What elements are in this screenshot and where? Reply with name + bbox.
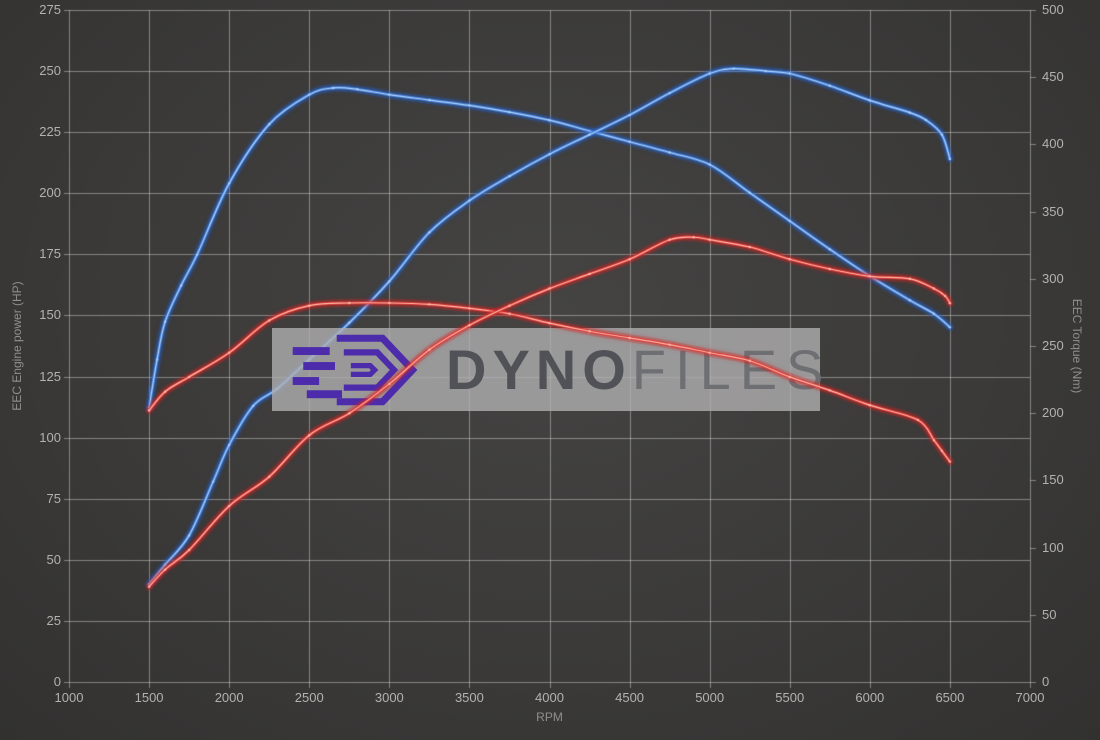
chart-red-curves-canvas [0, 0, 1100, 740]
dyno-chart: Dyno Files EEC Engine power (HP) EEC Tor… [0, 0, 1100, 740]
